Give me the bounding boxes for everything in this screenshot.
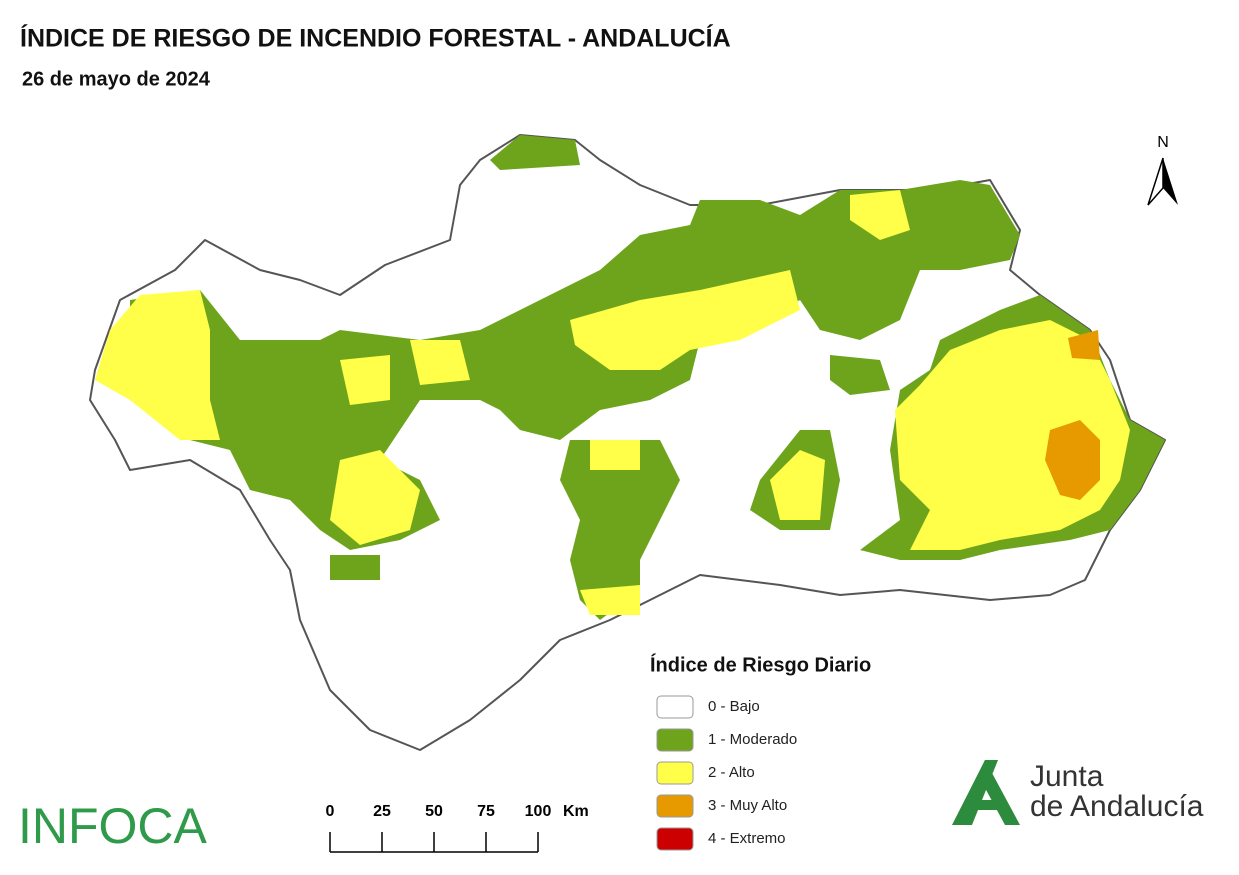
zone: [560, 440, 680, 620]
date: 26 de mayo de 2024: [22, 68, 211, 90]
zone: [340, 355, 390, 405]
agency-logo: INFOCA: [18, 798, 208, 854]
legend-label: 4 - Extremo: [708, 830, 786, 847]
legend-swatch: [656, 728, 694, 752]
zone: [410, 340, 470, 385]
scale-unit: Km: [563, 803, 589, 820]
logo-mark: [960, 800, 1005, 810]
zone: [570, 270, 800, 370]
legend-label: 3 - Muy Alto: [708, 797, 787, 814]
logo-mark: [978, 760, 1020, 825]
zone: [1045, 420, 1100, 500]
scale-label: 75: [477, 803, 495, 820]
region-map: [89, 134, 1166, 751]
legend-label: 2 - Alto: [708, 764, 755, 781]
zone: [850, 190, 910, 240]
scale-label: 100: [525, 803, 552, 820]
zone: [330, 555, 380, 580]
scale-label: 0: [326, 803, 335, 820]
legend-swatch: [656, 794, 694, 818]
scale-bar: 0 25 50 75 100 Km: [326, 803, 589, 853]
north-arrow: N: [1147, 134, 1178, 206]
logo-text: Junta: [1030, 760, 1104, 793]
legend: 0 - Bajo 1 - Moderado 2 - Alto 3 - Muy Alto…: [656, 695, 797, 851]
legend-swatch: [656, 761, 694, 785]
zone: [330, 450, 420, 545]
north-arrow-left: [1147, 157, 1164, 206]
logo-text: de Andalucía: [1030, 790, 1204, 823]
junta-logo: Junta de Andalucía: [952, 760, 1204, 825]
scale-label: 50: [425, 803, 443, 820]
scale-label: 25: [373, 803, 391, 820]
zone: [580, 585, 640, 615]
zone: [770, 450, 825, 520]
zone: [1068, 330, 1100, 360]
legend-label: 0 - Bajo: [708, 698, 760, 715]
zone: [490, 135, 580, 170]
zone: [95, 290, 220, 440]
legend-label: 1 - Moderado: [708, 731, 797, 748]
north-arrow-right: [1163, 158, 1178, 205]
north-label: N: [1157, 134, 1169, 151]
legend-swatch: [656, 695, 694, 719]
zone: [830, 355, 890, 395]
legend-title: Índice de Riesgo Diario: [650, 653, 871, 676]
legend-swatch: [656, 827, 694, 851]
very-high-zones: [1045, 330, 1100, 500]
zone: [590, 440, 640, 470]
title: ÍNDICE DE RIESGO DE INCENDIO FORESTAL - …: [20, 24, 731, 53]
